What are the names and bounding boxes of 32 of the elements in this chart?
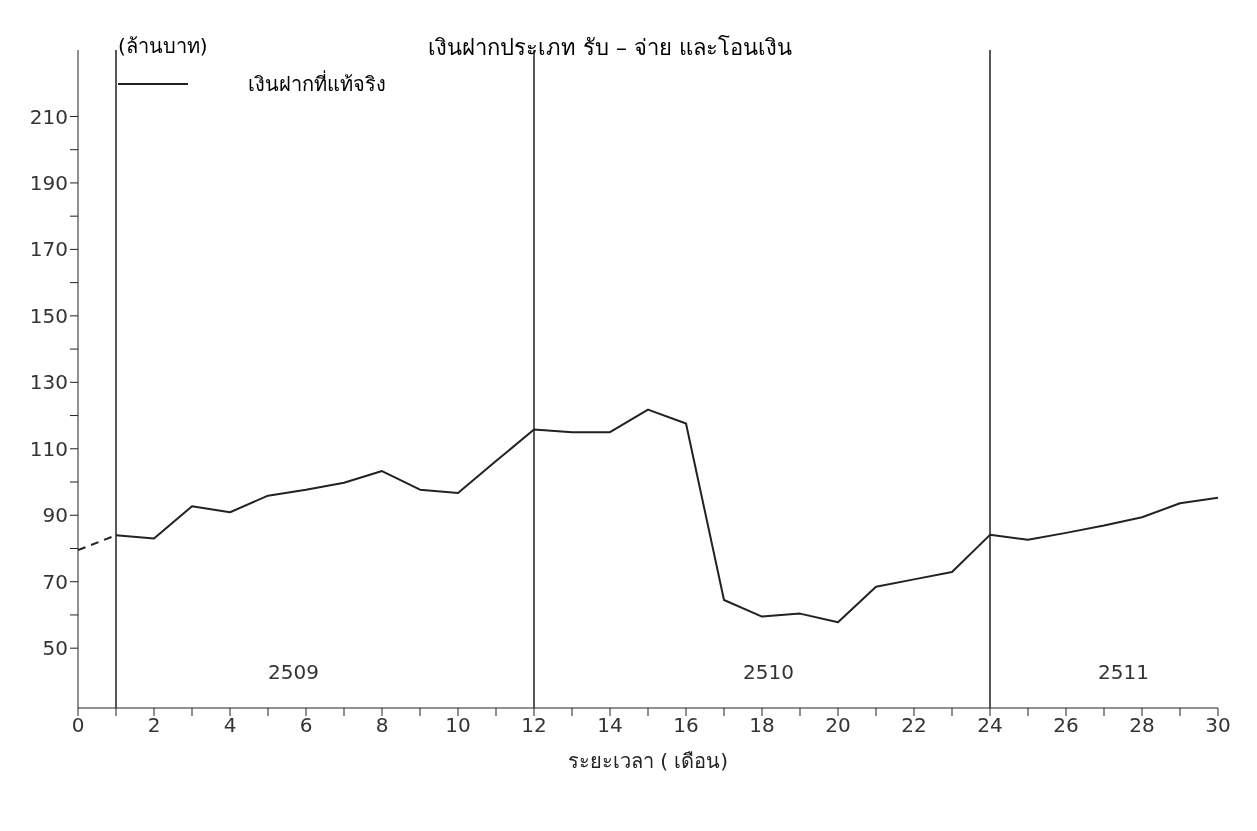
x-tick-label: 6 [299,713,313,738]
x-tick-label: 30 [1205,713,1231,738]
y-tick-label: 110 [29,436,68,461]
x-tick-label: 22 [901,713,927,738]
x-tick-label: 20 [825,713,851,738]
x-tick-label: 8 [375,713,389,738]
annotation: 2511 [1098,660,1149,684]
y-tick-label: 210 [29,104,68,129]
y-tick-label: 70 [42,569,68,594]
y-tick-label: 150 [29,303,68,328]
y-axis-title: (ล้านบาท) [118,33,208,60]
x-tick-label: 16 [673,713,699,738]
x-tick-label: 10 [445,713,471,738]
x-axis-title: ระยะเวลา ( เดือน) [567,749,729,773]
x-tick-label: 14 [597,713,623,738]
annotation: 2509 [268,660,319,684]
y-tick-label: 90 [42,503,68,528]
x-tick-label: 24 [977,713,1003,738]
x-tick-label: 4 [223,713,237,738]
x-tick-label: 18 [749,713,775,738]
x-tick-label: 0 [71,713,85,738]
x-tick-label: 2 [147,713,161,738]
y-tick-label: 170 [29,237,68,262]
y-tick-label: 50 [42,636,68,661]
chart-title: เงินฝากประเภท รับ – จ่าย และโอนเงิน [428,34,792,62]
x-tick-label: 28 [1129,713,1155,738]
x-tick-label: 12 [521,713,547,738]
x-tick-label: 26 [1053,713,1079,738]
text: เงินฝากที่แท้จริง [248,69,386,98]
y-tick-label: 130 [29,370,68,395]
annotation: 2510 [743,660,794,684]
y-tick-label: 190 [29,171,68,196]
